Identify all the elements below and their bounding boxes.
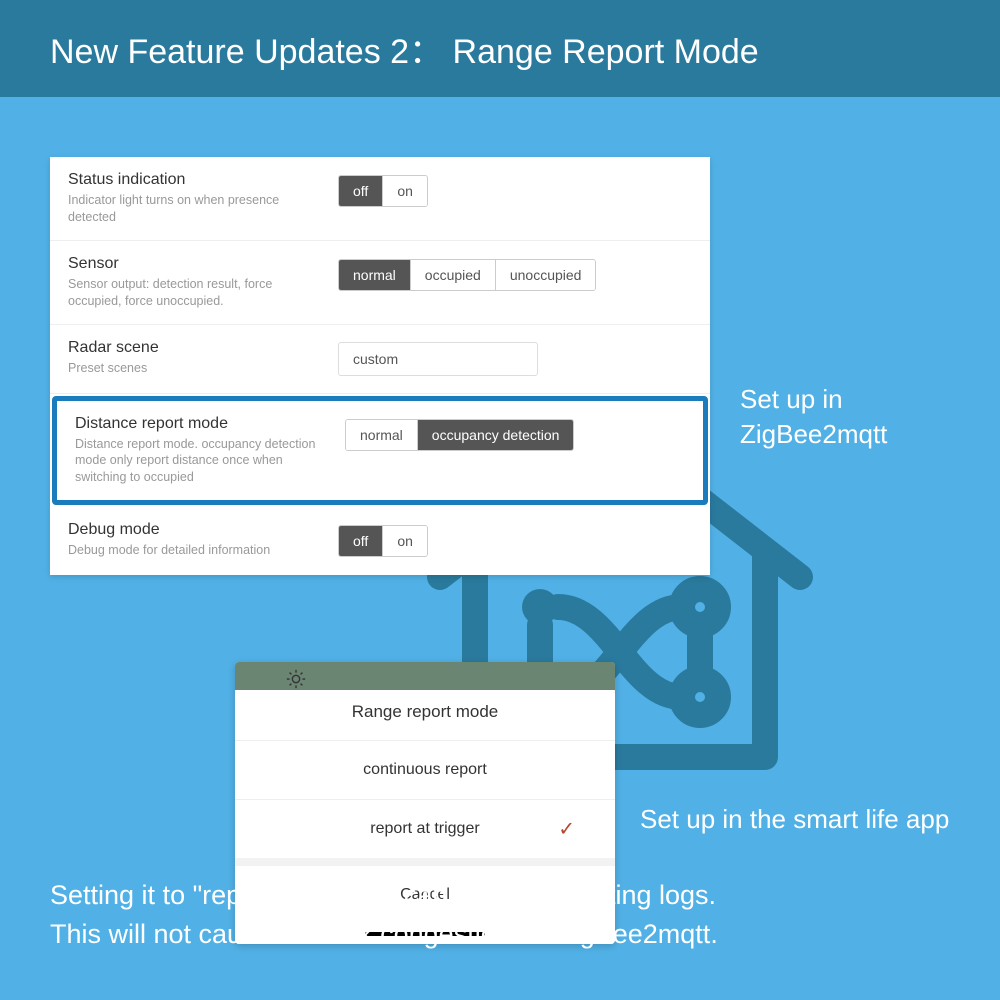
row-status-indication: Status indication Indicator light turns … <box>50 157 710 241</box>
row-desc: Preset scenes <box>68 360 328 377</box>
sensor-unoccupied-button[interactable]: unoccupied <box>496 260 596 290</box>
sun-icon <box>285 668 307 690</box>
distance-report-toggle: normal occupancy detection <box>345 419 574 451</box>
row-sensor: Sensor Sensor output: detection result, … <box>50 241 710 325</box>
sensor-occupied-button[interactable]: occupied <box>411 260 496 290</box>
footer-line1: Setting it to "report at trigger" can re… <box>50 876 950 915</box>
footer-line2: This will not cause network congestion f… <box>50 915 950 954</box>
status-on-button[interactable]: on <box>383 176 427 206</box>
mobile-dialog-title: Range report mode <box>235 684 615 740</box>
option-label: report at trigger <box>370 820 479 837</box>
mobile-option-continuous[interactable]: continuous report <box>235 740 615 799</box>
distance-occupancy-button[interactable]: occupancy detection <box>418 420 574 450</box>
row-radar-scene: Radar scene Preset scenes custom <box>50 325 710 394</box>
row-title: Distance report mode <box>75 415 335 433</box>
status-toggle: off on <box>338 175 428 207</box>
row-title: Sensor <box>68 255 328 273</box>
sensor-normal-button[interactable]: normal <box>339 260 411 290</box>
debug-toggle: off on <box>338 525 428 557</box>
distance-normal-button[interactable]: normal <box>346 420 418 450</box>
row-debug-mode: Debug mode Debug mode for detailed infor… <box>50 507 710 575</box>
debug-off-button[interactable]: off <box>339 526 383 556</box>
header-title: Range Report Mode <box>453 33 759 71</box>
row-desc: Distance report mode. occupancy detectio… <box>75 436 335 487</box>
settings-panel: Status indication Indicator light turns … <box>50 157 710 575</box>
header-prefix: New Feature Updates 2： <box>50 33 443 71</box>
row-title: Radar scene <box>68 339 328 357</box>
debug-on-button[interactable]: on <box>383 526 427 556</box>
option-label: continuous report <box>363 761 487 778</box>
page-header: New Feature Updates 2： Range Report Mode <box>0 0 1000 97</box>
zigbee-label: Set up in ZigBee2mqtt <box>740 382 887 452</box>
footer-text: Setting it to "report at trigger" can re… <box>50 876 950 954</box>
radar-scene-select[interactable]: custom <box>338 342 538 376</box>
row-title: Status indication <box>68 171 328 189</box>
row-title: Debug mode <box>68 521 328 539</box>
row-desc: Indicator light turns on when presence d… <box>68 192 328 226</box>
check-icon: ✓ <box>558 817 575 842</box>
row-desc: Sensor output: detection result, force o… <box>68 276 328 310</box>
row-desc: Debug mode for detailed information <box>68 542 328 559</box>
status-off-button[interactable]: off <box>339 176 383 206</box>
mobile-statusbar <box>235 662 615 690</box>
row-distance-report-mode: Distance report mode Distance report mod… <box>52 396 708 506</box>
mobile-option-trigger[interactable]: report at trigger ✓ <box>235 799 615 858</box>
smartlife-label: Set up in the smart life app <box>640 802 949 837</box>
sensor-toggle: normal occupied unoccupied <box>338 259 596 291</box>
